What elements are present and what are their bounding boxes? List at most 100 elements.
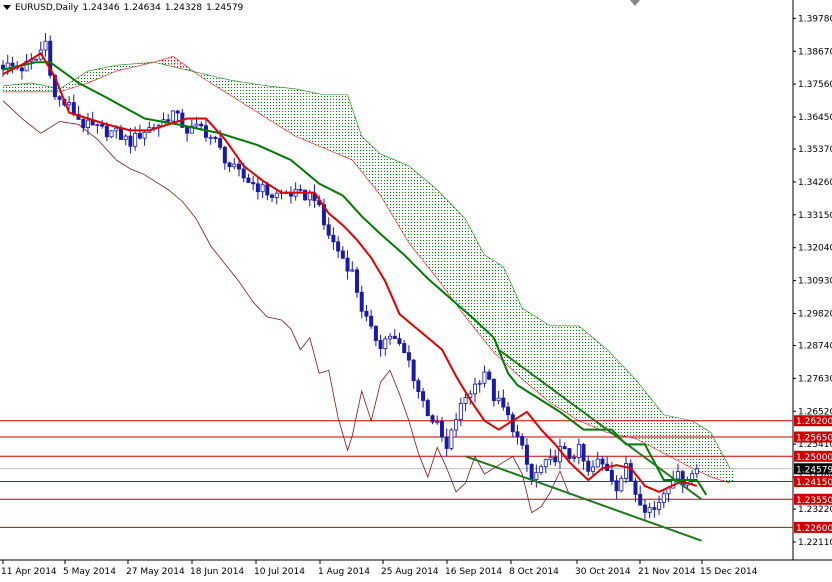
level-price-tag-label: 1.24150 <box>796 478 832 488</box>
candle-body <box>71 102 76 115</box>
price-tick-label: 1.33150 <box>798 211 832 221</box>
candle-body <box>270 194 275 198</box>
cloud-segment-bull <box>399 161 405 236</box>
candle-body <box>600 458 605 465</box>
cloud-segment-bull <box>427 181 433 273</box>
candle-body <box>378 340 383 349</box>
candle-body <box>100 124 105 127</box>
candle-body <box>255 183 260 193</box>
cloud-segment-bull <box>626 369 631 438</box>
candle-body <box>548 456 553 461</box>
candle-body <box>43 40 48 51</box>
cloud-segment-bull <box>687 419 693 469</box>
cloud-segment-bull <box>470 228 475 329</box>
candle-body <box>694 468 699 475</box>
candle-body <box>114 127 119 132</box>
candle-body <box>421 391 426 401</box>
cloud-segment-bull <box>578 325 584 423</box>
cloud-segment-bull <box>616 359 622 436</box>
candle-body <box>619 478 624 492</box>
cloud-segment-bull <box>309 91 315 145</box>
cloud-segment-bull <box>3 85 8 92</box>
senkou-span-b-line <box>3 55 731 484</box>
candle-body <box>109 130 114 138</box>
cloud-segment-bull <box>649 397 655 449</box>
candle-body <box>95 124 100 126</box>
candle-body <box>675 471 680 480</box>
cloud-segment-bull <box>423 177 428 267</box>
cloud-segment-bull <box>413 169 419 255</box>
cloud-segment-bull <box>489 257 494 353</box>
date-tick-label: 1 Aug 2014 <box>318 567 370 577</box>
cloud-segment-bull <box>45 85 51 92</box>
cloud-segment-bull <box>111 65 117 74</box>
cloud-segment-bull <box>644 391 650 446</box>
cloud-segment-bull <box>295 88 301 139</box>
candle-body <box>260 184 265 193</box>
level-price-tag <box>794 431 832 443</box>
cloud-segment-bull <box>460 214 466 318</box>
cloud-segment-bear <box>168 56 173 67</box>
shift-marker-icon[interactable] <box>630 0 640 6</box>
cloud-segment-bull <box>347 94 353 160</box>
cloud-segment-bull <box>498 263 504 362</box>
candle-body <box>123 135 128 140</box>
candle-body <box>416 380 421 393</box>
price-tick-label: 1.30930 <box>798 277 832 287</box>
cloud-segment-bull <box>536 317 542 396</box>
date-axis: 11 Apr 2014 5 May 2014 27 May 2014 18 Jun 2… <box>1 560 758 577</box>
candle-body <box>119 127 124 140</box>
level-price-tag <box>794 415 832 427</box>
candle-body <box>208 136 213 139</box>
price-tick-label: 1.26520 <box>798 407 832 417</box>
cloud-segment-bull <box>394 160 400 228</box>
trendline <box>465 455 702 542</box>
ohlc-low: 1.24328 <box>164 3 203 13</box>
cloud-segment-bull <box>711 432 716 479</box>
cloud-segment-bull <box>555 325 560 409</box>
cloud-segment-bull <box>479 245 485 341</box>
cloud-segment-bull <box>40 84 46 92</box>
cloud-segment-bull <box>673 416 678 461</box>
candle-body <box>57 96 62 100</box>
candle-body <box>501 397 506 408</box>
candle-body <box>435 421 440 423</box>
cloud-segment-bull <box>87 70 93 83</box>
cloud-segment-bull <box>541 320 546 400</box>
candle-body <box>218 138 223 148</box>
level-price-tag-label: 1.25650 <box>796 434 832 444</box>
date-tick-label: 5 May 2014 <box>63 567 116 577</box>
level-price-tag-label: 1.23550 <box>796 496 832 506</box>
cloud-segment-bull <box>205 74 211 83</box>
candle-body <box>572 457 577 459</box>
symbol-menu-icon[interactable] <box>3 5 11 10</box>
cloud-segment-bull <box>229 80 235 98</box>
cloud-segment-bull <box>97 68 103 80</box>
cloud-segment-bull <box>12 84 18 92</box>
candle-body <box>359 291 364 312</box>
date-tick-label: 25 Aug 2014 <box>381 567 439 577</box>
price-tick-label: 1.34260 <box>798 178 832 188</box>
candle-body <box>638 493 643 506</box>
cloud-segment-bull <box>456 209 461 311</box>
candle-body <box>491 378 496 402</box>
candle-body <box>331 234 336 243</box>
candle-body <box>458 402 463 420</box>
cloud-segment-bull <box>682 418 688 466</box>
cloud-segment-bull <box>300 89 306 141</box>
cloud-segment-bull <box>725 459 730 483</box>
candle-body <box>133 132 138 147</box>
cloud-segment-bull <box>215 76 221 89</box>
candle-body <box>364 310 369 317</box>
candle-body <box>614 480 619 492</box>
candle-body <box>336 241 341 252</box>
cloud-segment-bull <box>116 64 121 72</box>
candle-body <box>402 343 407 354</box>
cloud-segment-bull <box>319 93 324 149</box>
cloud-segment-bull <box>701 426 707 475</box>
date-tick-label: 27 May 2014 <box>126 567 185 577</box>
candle-body <box>142 131 147 139</box>
candle-body <box>477 382 482 385</box>
